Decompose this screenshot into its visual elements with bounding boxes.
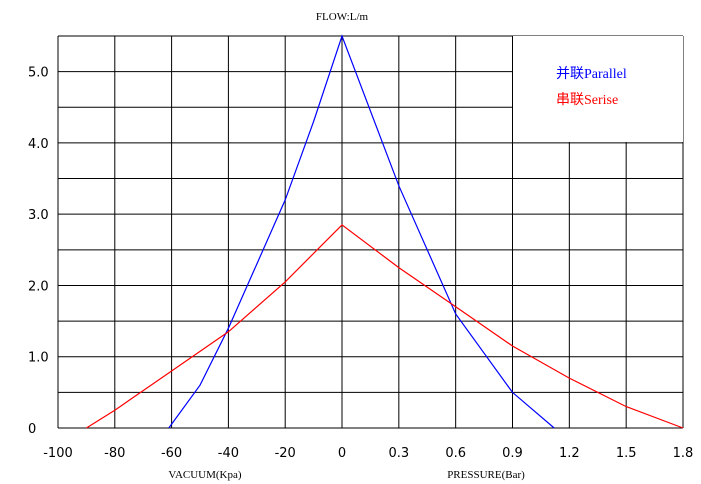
x-tick-label: -40 <box>218 446 239 461</box>
x-tick-label: -80 <box>104 446 125 461</box>
x-tick-label: 0.6 <box>445 446 466 461</box>
x-tick-label: 0 <box>338 446 346 461</box>
x-tick-label: 0.9 <box>502 446 523 461</box>
tick-labels: -100 -80 -60 -40 -20 0 0.3 0.6 0.9 1.2 1.5 1.8 0 1.0 2… <box>28 66 693 461</box>
series-line-parallel <box>168 34 555 429</box>
series-line-serise <box>86 224 684 429</box>
x-tick-label: -60 <box>161 446 182 461</box>
y-tick-label: 3.0 <box>28 208 49 223</box>
y-tick-label: 1.0 <box>28 351 49 366</box>
x-tick-label: 1.8 <box>673 446 694 461</box>
y-tick-label: 4.0 <box>28 137 49 152</box>
legend: 并联Parallel 串联Serise <box>513 36 683 142</box>
legend-box <box>513 36 683 142</box>
chart-title: FLOW:L/m <box>316 11 369 23</box>
legend-item-serise: 串联Serise <box>556 92 618 108</box>
y-tick-label: 2.0 <box>28 279 49 294</box>
series-lines <box>86 34 684 429</box>
x-tick-label: 1.5 <box>616 446 637 461</box>
x-tick-label: 0.3 <box>388 446 409 461</box>
x-axis-label-pressure: PRESSURE(Bar) <box>447 469 525 481</box>
x-tick-label: 1.2 <box>559 446 580 461</box>
legend-item-parallel: 并联Parallel <box>556 66 627 82</box>
y-tick-label: 0 <box>28 422 36 437</box>
y-tick-label: 5.0 <box>28 66 49 81</box>
x-axis-label-vacuum: VACUUM(Kpa) <box>168 469 241 481</box>
x-tick-label: -20 <box>275 446 296 461</box>
x-tick-label: -100 <box>43 446 73 461</box>
